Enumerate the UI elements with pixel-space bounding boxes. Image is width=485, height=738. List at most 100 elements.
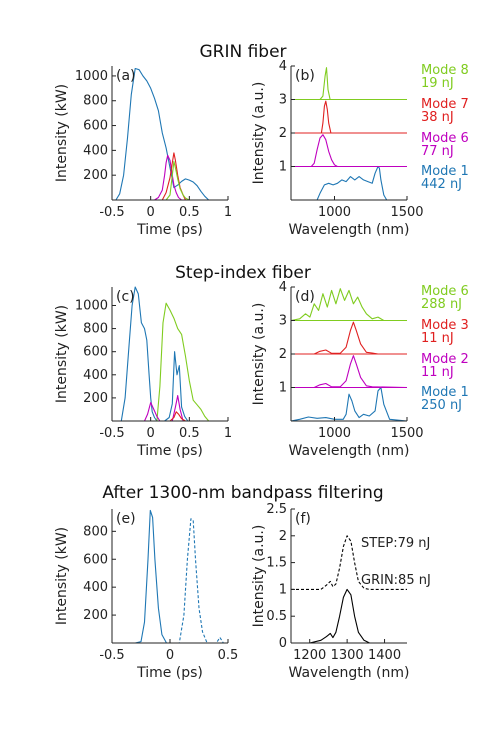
y-tick-label: 2.5	[266, 502, 287, 517]
energy-label: 288 nJ	[421, 297, 462, 312]
x-tick-label: 1500	[390, 426, 423, 441]
x-tick-label: -0.5	[99, 648, 124, 663]
y-tick-label: 0.5	[266, 609, 287, 624]
mode-label: Mode 8	[421, 63, 469, 78]
x-tick-label: 0.5	[179, 205, 200, 220]
chart-b: 1000 1500 1 2 3 4 Wavelength (nm) Intensity (a.…	[251, 59, 469, 238]
x-tick-label: 1000	[318, 426, 351, 441]
section-title-grin: GRIN fiber	[199, 42, 286, 62]
x-axis-label: Time (ps)	[136, 443, 203, 459]
mode-label: Mode 1	[421, 164, 469, 179]
y-axis-label: Intensity (a.u.)	[251, 303, 267, 406]
chart-d: 1000 1500 1 2 3 4 Wavelength (nm) Intensity (a.…	[251, 280, 469, 459]
y-tick-label: 0	[279, 636, 287, 651]
energy-label: 11 nJ	[421, 331, 454, 346]
x-tick-label: 0	[147, 426, 155, 441]
y-tick-label: 400	[83, 143, 108, 158]
y-tick-label: 4	[279, 59, 287, 74]
y-tick-label: 600	[83, 552, 108, 567]
y-axis-label: Intensity (kW)	[54, 305, 70, 403]
y-axis-label: Intensity (kW)	[54, 527, 70, 625]
x-axis-label: Wavelength (nm)	[289, 222, 410, 238]
series-line-a-0	[115, 67, 210, 201]
x-tick-label: 1200	[293, 648, 326, 663]
x-axis-label: Wavelength (nm)	[289, 443, 410, 459]
x-tick-label: 1500	[390, 205, 423, 220]
series-line-d-3	[290, 386, 408, 422]
y-tick-label: 1	[279, 381, 287, 396]
series-line-d-2	[291, 355, 408, 389]
y-tick-label: 200	[83, 608, 108, 623]
section-title-bandpass: After 1300-nm bandpass filtering	[102, 483, 383, 503]
mode-label: Mode 2	[421, 352, 469, 367]
y-tick-label: 200	[83, 391, 108, 406]
y-tick-label: 400	[83, 580, 108, 595]
series-line-f-1	[291, 588, 407, 644]
x-tick-label: 0	[147, 205, 155, 220]
x-tick-label: 0.5	[218, 648, 239, 663]
y-tick-label: 1	[279, 582, 287, 597]
y-tick-label: 600	[83, 119, 108, 134]
x-tick-label: 0.5	[179, 426, 200, 441]
y-tick-label: 800	[83, 94, 108, 109]
series-line-b-3	[291, 165, 407, 201]
panel-label: (e)	[116, 511, 136, 527]
series-line-c-3	[169, 411, 186, 422]
chart-e: -0.5 0 0.5 200 400 600 800 Time (ps) Intensity (…	[54, 509, 238, 681]
energy-label: 250 nJ	[421, 398, 462, 413]
x-axis-label: Time (ps)	[136, 222, 203, 238]
x-axis-label: Time (ps)	[136, 665, 203, 681]
x-tick-label: -0.5	[99, 205, 124, 220]
x-tick-label: 1	[224, 426, 232, 441]
chart-c: -0.5 0 0.5 1 200 400 600 800 1000 Time (ps) Intens…	[54, 286, 232, 459]
series-line-e-1	[112, 518, 228, 644]
y-tick-label: 2	[279, 347, 287, 362]
y-tick-label: 800	[83, 322, 108, 337]
x-tick-label: 1	[224, 205, 232, 220]
panel-label: (c)	[116, 289, 135, 305]
y-tick-label: 3	[279, 314, 287, 329]
y-tick-label: 3	[279, 93, 287, 108]
y-axis-label: Intensity (a.u.)	[251, 525, 267, 628]
y-tick-label: 2	[279, 126, 287, 141]
series-line-b-2	[291, 134, 407, 168]
series-line-b-0	[291, 67, 407, 101]
series-line-d-0	[290, 288, 407, 322]
energy-label: 442 nJ	[421, 177, 462, 192]
y-axis-label: Intensity (a.u.)	[251, 82, 267, 185]
panel-label: (b)	[295, 68, 315, 84]
mode-label: Mode 3	[421, 318, 469, 333]
y-tick-label: 800	[83, 524, 108, 539]
x-axis-label: Wavelength (nm)	[289, 665, 410, 681]
panel-label: (a)	[116, 68, 136, 84]
y-tick-label: 600	[83, 345, 108, 360]
panel-label: (f)	[295, 511, 311, 527]
mode-label: Mode 6	[421, 284, 469, 299]
series-line-f-0	[291, 535, 407, 590]
mode-label: Mode 7	[421, 97, 469, 112]
x-tick-label: 0	[166, 648, 174, 663]
series-line-b-1	[291, 100, 407, 134]
y-tick-label: 1000	[75, 69, 108, 84]
series-line-e-0	[112, 509, 228, 644]
y-tick-label: 1000	[75, 298, 108, 313]
energy-label: 11 nJ	[421, 365, 454, 380]
y-tick-label: 200	[83, 168, 108, 183]
x-tick-label: 1300	[331, 648, 364, 663]
y-tick-label: 1	[279, 160, 287, 175]
y-tick-label: 1.5	[266, 556, 287, 571]
chart-a: -0.5 0 0.5 1 200 400 600 800 1000 Time (ps) Intens…	[54, 66, 232, 238]
energy-label: 19 nJ	[421, 76, 454, 91]
mode-label: Mode 1	[421, 385, 469, 400]
series-line-a-1	[154, 154, 182, 201]
y-axis-label: Intensity (kW)	[54, 84, 70, 182]
energy-label: 77 nJ	[421, 144, 454, 159]
series-line-c-1	[156, 302, 210, 422]
chart-f: 1200 1300 1400 0 0.5 1 1.5 2 2.5 Wavelength (nm) I…	[251, 502, 431, 681]
x-tick-label: -0.5	[99, 426, 124, 441]
series-label: STEP:79 nJ	[361, 536, 430, 551]
y-tick-label: 4	[279, 280, 287, 295]
series-line-d-1	[291, 321, 407, 355]
section-title-step-index: Step-index fiber	[175, 263, 311, 283]
